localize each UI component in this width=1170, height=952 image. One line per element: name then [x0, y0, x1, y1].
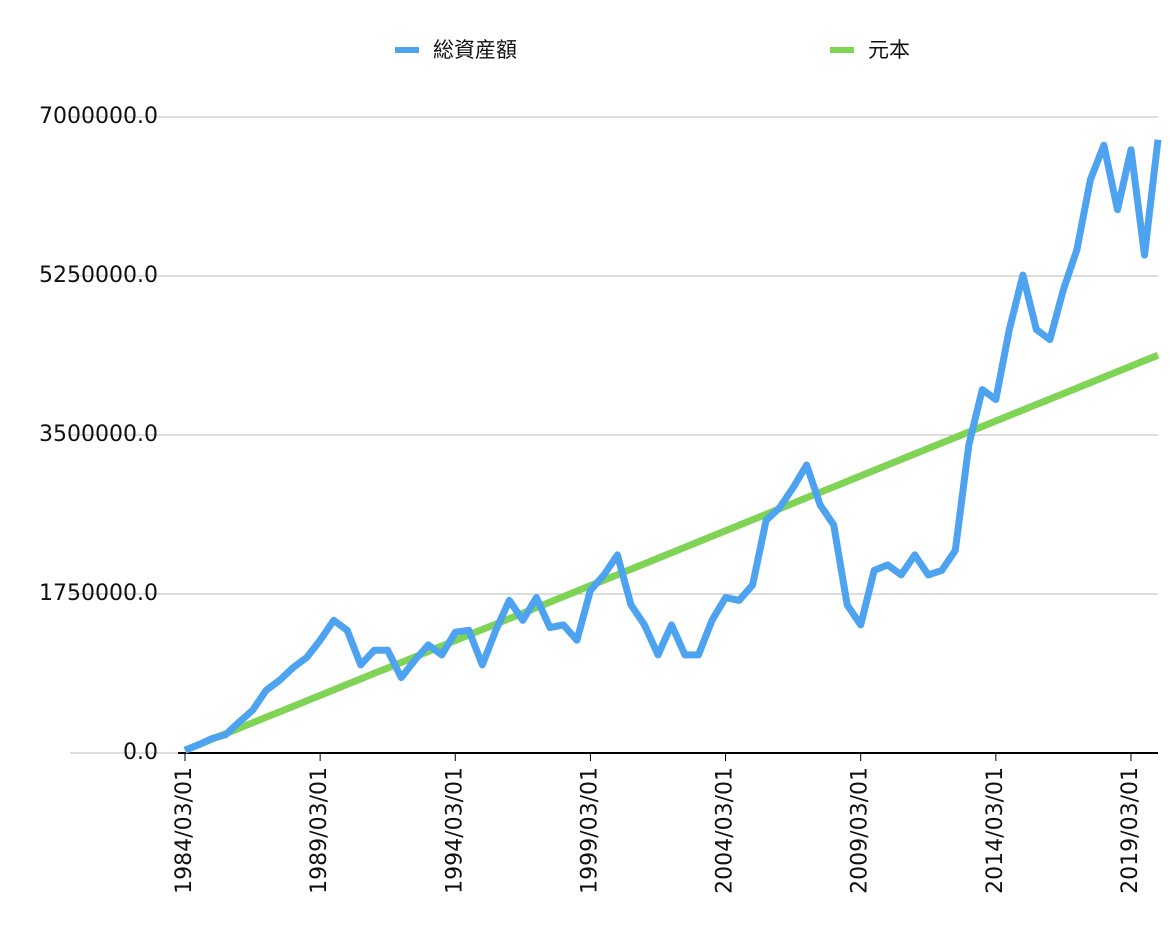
x-tick-label: 2009/03/01 [848, 767, 873, 894]
x-tick-label: 2014/03/01 [983, 767, 1008, 894]
x-tick-label: 2004/03/01 [713, 767, 738, 894]
x-tick-label: 1999/03/01 [577, 767, 602, 894]
x-tick-label: 1994/03/01 [442, 767, 467, 894]
x-tick-label: 1984/03/01 [172, 767, 197, 894]
y-tick-label: 3500000.0 [39, 422, 158, 447]
series-line [183, 351, 1160, 754]
legend: 総資産額 元本 [395, 38, 910, 62]
y-tick-label: 7000000.0 [39, 104, 158, 129]
series-line [183, 139, 1162, 754]
legend-label: 総資産額 [433, 38, 517, 62]
x-tick-label: 2019/03/01 [1118, 767, 1143, 894]
x-tick-label: 1989/03/01 [307, 767, 332, 894]
y-tick-label: 1750000.0 [39, 581, 158, 606]
y-tick-label: 5250000.0 [39, 263, 158, 288]
y-tick-label: 0.0 [123, 740, 158, 765]
legend-label: 元本 [868, 38, 910, 62]
